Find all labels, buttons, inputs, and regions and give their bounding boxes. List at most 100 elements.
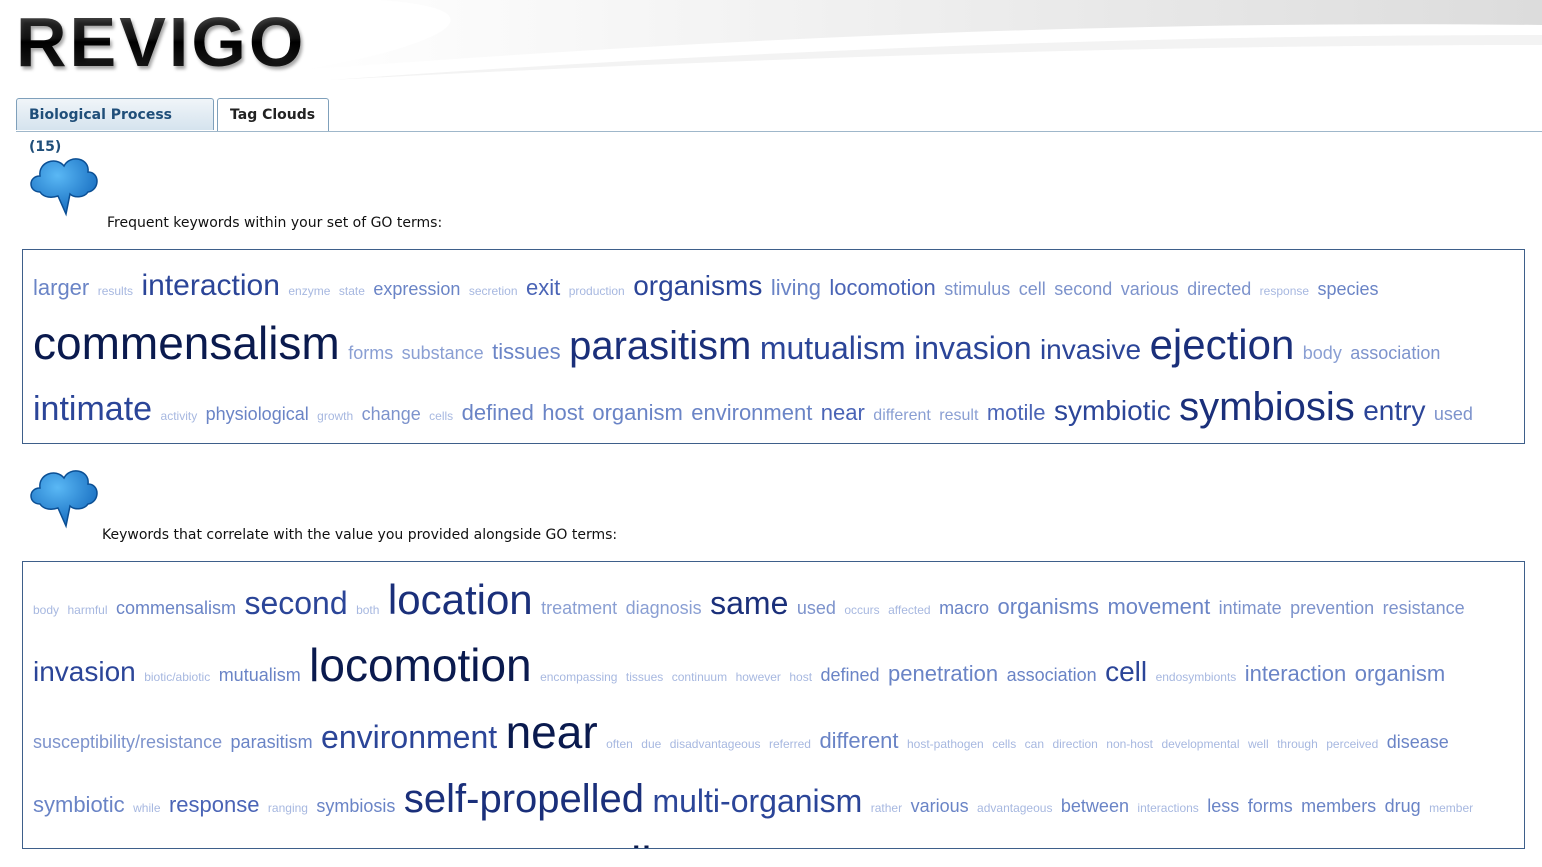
keyword-link[interactable]: perceived — [1326, 737, 1379, 751]
keyword-link[interactable]: intimate — [33, 390, 153, 428]
keyword-link[interactable]: host-pathogen — [907, 737, 984, 751]
keyword-link[interactable]: while — [133, 801, 161, 815]
keyword-link[interactable]: disadvantageous — [669, 737, 761, 751]
keyword-link[interactable]: defined — [820, 665, 880, 685]
keyword-link[interactable]: organisms — [633, 270, 763, 301]
keyword-link[interactable]: biotic/abiotic — [144, 670, 211, 684]
keyword-link[interactable]: rather — [870, 801, 903, 815]
keyword-link[interactable]: prevention — [1290, 598, 1375, 618]
keyword-link[interactable]: different — [873, 407, 931, 424]
keyword-link[interactable]: invasion — [914, 330, 1032, 366]
keyword-link[interactable]: symbiosis — [316, 796, 396, 816]
keyword-link[interactable]: used — [1433, 404, 1473, 424]
keyword-link[interactable]: different — [819, 728, 899, 753]
keyword-link[interactable]: cell — [1105, 656, 1148, 687]
keyword-link[interactable]: interaction — [141, 269, 280, 302]
keyword-link[interactable]: environment — [321, 719, 498, 755]
keyword-link[interactable]: directed — [1187, 279, 1252, 299]
keyword-link[interactable]: resistance — [1382, 598, 1465, 618]
keyword-link[interactable]: interactions — [1137, 801, 1199, 815]
keyword-link[interactable]: association — [1006, 665, 1097, 685]
keyword-link[interactable]: ranging — [267, 801, 308, 815]
keyword-link[interactable]: self-propelled — [403, 777, 645, 821]
keyword-link[interactable]: harmful — [67, 603, 108, 617]
keyword-link[interactable]: intimate — [1218, 598, 1282, 618]
keyword-link[interactable]: living — [770, 275, 821, 300]
keyword-link[interactable]: invasion — [33, 656, 136, 687]
keyword-link[interactable]: less — [1207, 796, 1240, 816]
keyword-link[interactable]: movement — [1107, 594, 1211, 619]
keyword-link[interactable]: forms — [1247, 796, 1293, 816]
keyword-link[interactable]: near — [820, 400, 865, 425]
keyword-link[interactable]: non-host — [1106, 737, 1153, 751]
keyword-link[interactable]: species — [1317, 279, 1379, 299]
keyword-link[interactable]: parasitism — [569, 324, 752, 368]
keyword-link[interactable]: between — [1060, 796, 1129, 816]
keyword-link[interactable]: enzyme — [288, 284, 331, 298]
keyword-link[interactable]: cells — [992, 737, 1017, 751]
keyword-link[interactable]: near — [505, 706, 598, 758]
keyword-link[interactable]: second — [244, 585, 348, 621]
keyword-link[interactable]: entry — [1363, 395, 1426, 426]
keyword-link[interactable]: locomotion — [829, 275, 936, 300]
keyword-link[interactable]: tissues — [625, 670, 664, 684]
keyword-link[interactable]: symbiotic — [1054, 395, 1171, 426]
keyword-link[interactable]: forms — [348, 343, 394, 363]
keyword-link[interactable]: change — [361, 404, 421, 424]
keyword-link[interactable]: larger — [33, 275, 90, 300]
keyword-link[interactable]: tissues — [492, 339, 561, 364]
keyword-link[interactable]: parasitism — [230, 732, 313, 752]
keyword-link[interactable]: developmental — [1161, 737, 1240, 751]
keyword-link[interactable]: often — [606, 737, 633, 751]
keyword-link[interactable]: symbiotic — [33, 792, 125, 817]
keyword-link[interactable]: through — [1277, 737, 1318, 751]
keyword-link[interactable]: continuum — [671, 670, 728, 684]
keyword-link[interactable]: body — [1302, 343, 1342, 363]
tab-tag-clouds[interactable]: Tag Clouds — [217, 98, 329, 132]
keyword-link[interactable]: referred — [768, 737, 811, 751]
keyword-link[interactable]: members — [1301, 796, 1377, 816]
keyword-link[interactable]: association — [1350, 343, 1441, 363]
keyword-link[interactable]: various — [910, 796, 969, 816]
keyword-link[interactable]: locomotion — [309, 639, 532, 691]
keyword-link[interactable]: host — [542, 400, 584, 425]
keyword-link[interactable]: organism — [1354, 661, 1446, 686]
keyword-link[interactable]: second — [1054, 279, 1113, 299]
keyword-link[interactable]: organism — [592, 400, 683, 425]
keyword-link[interactable]: growth — [317, 409, 354, 423]
keyword-link[interactable]: results — [97, 284, 134, 298]
keyword-link[interactable]: cell — [1018, 279, 1046, 299]
keyword-link[interactable]: production — [568, 284, 625, 298]
keyword-link[interactable]: well — [1247, 737, 1269, 751]
keyword-link[interactable]: activity — [160, 409, 198, 423]
keyword-link[interactable]: result — [939, 407, 979, 424]
keyword-link[interactable]: can — [1024, 737, 1045, 751]
keyword-link[interactable]: defined — [461, 400, 534, 425]
keyword-link[interactable]: interaction — [1244, 661, 1347, 686]
keyword-link[interactable]: direction — [1052, 737, 1098, 751]
keyword-link[interactable]: motile — [554, 837, 677, 848]
keyword-link[interactable]: body — [33, 603, 60, 617]
keyword-link[interactable]: mutualism — [759, 330, 906, 366]
keyword-link[interactable]: penetration — [888, 661, 999, 686]
keyword-link[interactable]: symbiosis — [1179, 385, 1355, 429]
keyword-link[interactable]: secretion — [468, 284, 518, 298]
keyword-link[interactable]: stimulus — [944, 279, 1011, 299]
keyword-link[interactable]: commensalism — [33, 317, 340, 369]
keyword-link[interactable]: used — [796, 598, 836, 618]
keyword-link[interactable]: advantageous — [977, 801, 1053, 815]
keyword-link[interactable]: drug — [1384, 796, 1421, 816]
tab-biological-process[interactable]: Biological Process (15) — [16, 98, 214, 155]
keyword-link[interactable]: due — [641, 737, 662, 751]
keyword-link[interactable]: multi-organism — [652, 783, 863, 819]
keyword-link[interactable]: various — [1120, 279, 1179, 299]
keyword-link[interactable]: macro — [939, 598, 990, 618]
keyword-link[interactable]: cells — [429, 409, 454, 423]
keyword-link[interactable]: however — [735, 670, 781, 684]
keyword-link[interactable]: expression — [373, 279, 461, 299]
keyword-link[interactable]: response — [168, 792, 260, 817]
keyword-link[interactable]: location — [387, 576, 533, 623]
keyword-link[interactable]: exit — [525, 275, 561, 300]
keyword-link[interactable]: susceptibility/resistance — [33, 732, 223, 752]
keyword-link[interactable]: organisms — [997, 594, 1100, 619]
